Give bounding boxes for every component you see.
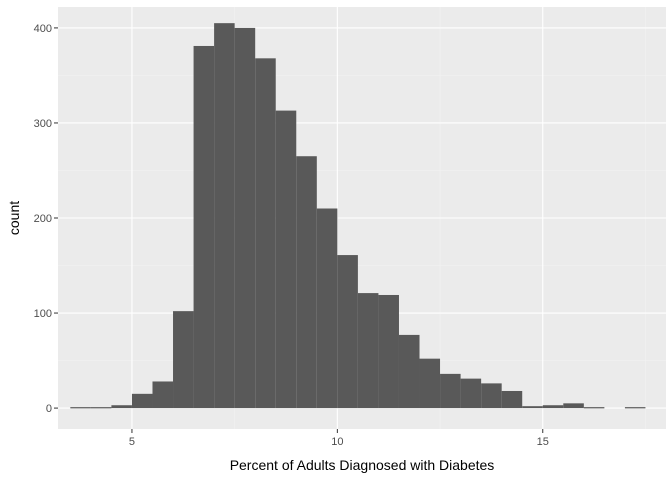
histogram-bar: [316, 208, 338, 409]
y-axis-ticks: 0 100 200 300 400: [34, 23, 58, 415]
histogram-bar: [131, 393, 153, 409]
x-tick-label: 10: [331, 436, 343, 448]
y-tick-label: 300: [34, 118, 52, 130]
histogram-bar: [70, 407, 91, 409]
x-tick-label: 5: [129, 436, 135, 448]
histogram-bar: [173, 311, 194, 409]
histogram-bar: [296, 156, 317, 409]
x-axis-title: Percent of Adults Diagnosed with Diabete…: [230, 457, 495, 473]
histogram-bar: [152, 381, 174, 409]
histogram-bar: [542, 405, 564, 409]
y-tick-label: 200: [34, 213, 52, 225]
histogram-bar: [522, 406, 543, 409]
x-axis-ticks: 5 10 15: [129, 429, 549, 448]
histogram-bar: [398, 334, 420, 409]
y-tick-label: 400: [34, 23, 52, 35]
y-tick-label: 0: [46, 403, 52, 415]
histogram-bars: [70, 23, 646, 409]
histogram-bar: [275, 110, 297, 409]
histogram-bar: [583, 407, 605, 409]
histogram-bar: [255, 58, 276, 409]
x-tick-label: 15: [537, 436, 549, 448]
histogram-bar: [234, 27, 256, 409]
histogram-bar: [624, 407, 646, 409]
histogram-bar: [214, 23, 235, 409]
histogram-bar: [193, 45, 215, 409]
histogram-bar: [337, 255, 358, 409]
y-axis-title: count: [6, 201, 22, 235]
histogram-bar: [111, 405, 132, 409]
histogram-bar: [563, 403, 584, 409]
histogram-bar: [419, 358, 441, 409]
histogram-bar: [501, 390, 523, 409]
histogram-bar: [378, 294, 399, 409]
histogram-bar: [440, 373, 461, 409]
histogram-bar: [460, 378, 482, 409]
histogram-bar: [357, 293, 379, 409]
histogram-bar: [481, 383, 502, 409]
histogram-bar: [90, 407, 112, 409]
y-tick-label: 100: [34, 308, 52, 320]
